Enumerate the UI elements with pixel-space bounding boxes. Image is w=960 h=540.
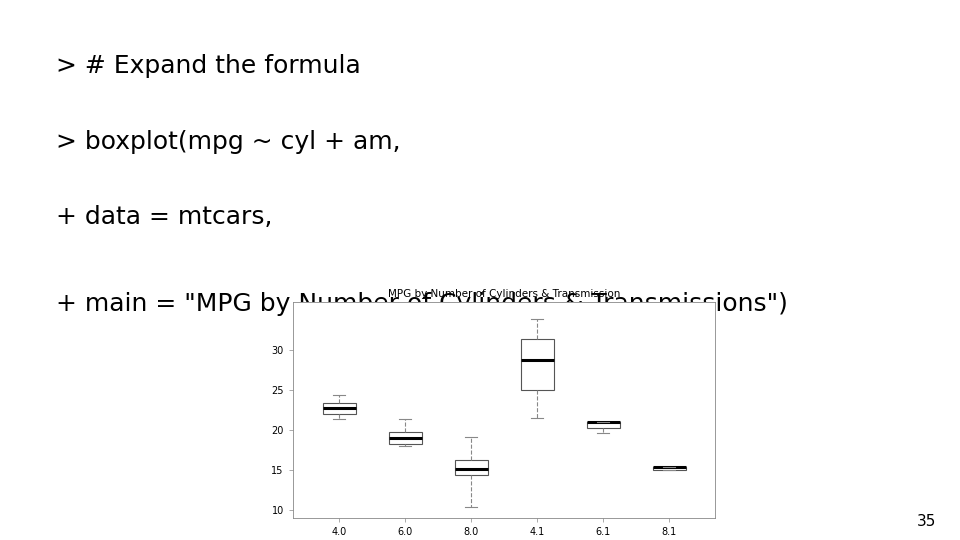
Bar (587, 422, 619, 428)
Text: + data = mtcars,: + data = mtcars, (56, 205, 273, 229)
Bar (323, 403, 355, 414)
Text: > # Expand the formula: > # Expand the formula (56, 54, 360, 78)
Bar (454, 461, 488, 475)
Text: + main = "MPG by Number of Cylinders & Transmissions"): + main = "MPG by Number of Cylinders & T… (56, 292, 787, 315)
Bar (653, 467, 685, 470)
Bar (520, 339, 554, 390)
Text: 35: 35 (917, 514, 936, 529)
Bar (389, 433, 421, 444)
Title: MPG by Number of Cylinders & Transmission: MPG by Number of Cylinders & Transmissio… (388, 289, 620, 299)
Text: > boxplot(mpg ~ cyl + am,: > boxplot(mpg ~ cyl + am, (56, 130, 400, 153)
